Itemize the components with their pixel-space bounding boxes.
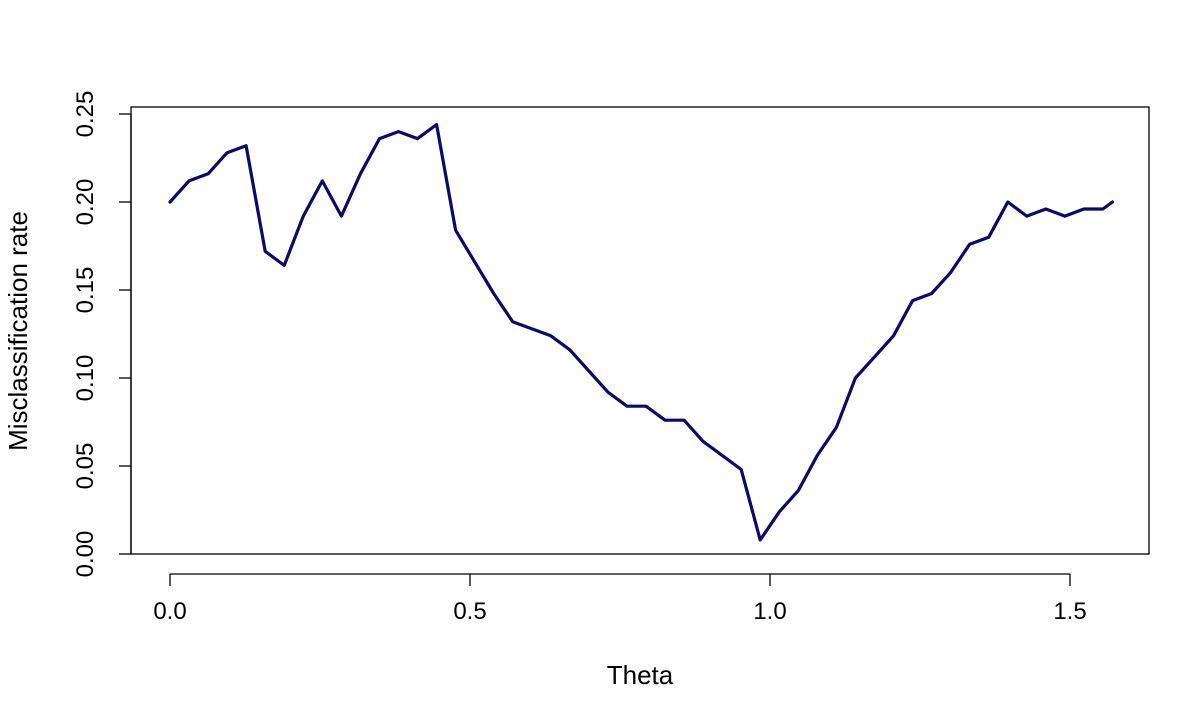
y-tick-label: 0.20: [72, 179, 99, 226]
x-axis-title: Theta: [607, 660, 674, 690]
y-axis-title: Misclassification rate: [3, 211, 33, 451]
y-tick-label: 0.15: [72, 267, 99, 314]
series-layer: [168, 122, 1115, 542]
y-tick-label: 0.25: [72, 91, 99, 138]
y-tick-label: 0.05: [72, 443, 99, 490]
x-tick-label: 1.5: [1053, 598, 1086, 625]
x-axis: 0.0 0.5 1.0 1.5: [153, 573, 1087, 625]
y-axis: 0.00 0.05 0.10 0.15 0.20 0.25: [72, 91, 132, 578]
plot-area-border: [130, 106, 1150, 555]
x-tick-label: 1.0: [753, 598, 786, 625]
series-line: [168, 122, 1115, 542]
y-tick-label: 0.00: [72, 531, 99, 578]
x-tick-label: 0.0: [153, 598, 186, 625]
y-tick-label: 0.10: [72, 355, 99, 402]
x-tick-label: 0.5: [453, 598, 486, 625]
